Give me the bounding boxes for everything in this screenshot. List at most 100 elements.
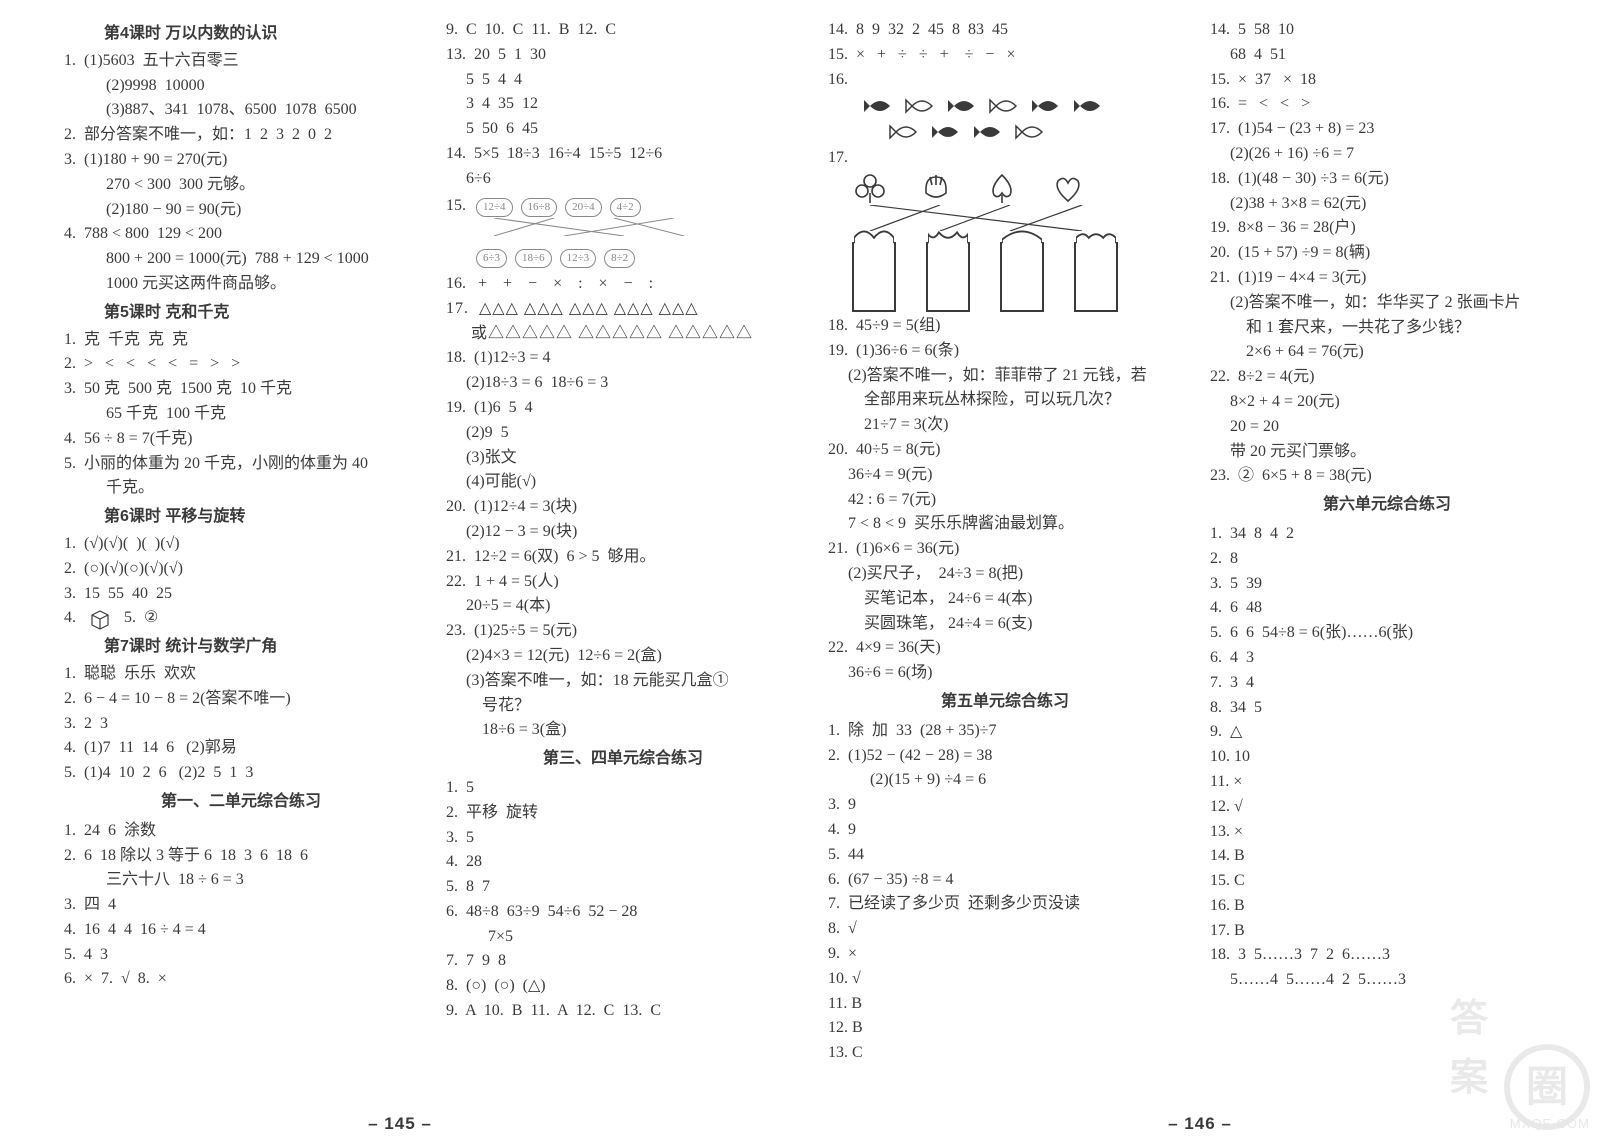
text-line: 9. A 10. B 11. A 12. C 13. C	[446, 999, 800, 1024]
text-line: 4. 16 4 4 16 ÷ 4 = 4	[64, 918, 418, 943]
text-line: 16. = < < >	[1210, 92, 1564, 117]
cutout-shape	[1000, 242, 1044, 312]
text-line: 15. × 37 × 18	[1210, 68, 1564, 93]
text-line: 3. (1)180 + 90 = 270(元)	[64, 148, 418, 173]
fish-icon	[946, 94, 980, 118]
text-line: 全部用来玩丛林探险，可以玩几次？	[828, 388, 1182, 413]
text-line: 5……4 5……4 2 5……3	[1210, 968, 1564, 993]
q15-matching-diagram: 15. 12÷4 16÷8 20÷4 4÷2 6÷3 18÷6 12÷3 8÷2	[474, 194, 800, 270]
text-line: 9. C 10. C 11. B 12. C	[446, 18, 800, 43]
text-line: 13. ×	[1210, 820, 1564, 845]
fish-icon	[862, 94, 896, 118]
col1-s5-title: 第5课时 克和千克	[104, 301, 418, 326]
text-line: 三六十八 18 ÷ 6 = 3	[64, 868, 418, 893]
text-line: 16. + + − × : × − :	[446, 272, 800, 297]
page-number-right: – 146 –	[1168, 1114, 1232, 1133]
fish-icon	[972, 120, 1006, 144]
text-line: 36÷4 = 9(元)	[828, 463, 1182, 488]
text-line: 3. 15 55 40 25	[64, 582, 418, 607]
fish-icon	[1072, 94, 1106, 118]
cutout-shape	[1074, 242, 1118, 312]
text-line: 2. 6 18 除以 3 等于 6 18 3 6 18 6	[64, 844, 418, 869]
text-line: 14. 5×5 18÷3 16÷4 15÷5 12÷6	[446, 142, 800, 167]
text-line: 4. 28	[446, 850, 800, 875]
text-line: 7. 3 4	[1210, 671, 1564, 696]
text-line: 13. C	[828, 1041, 1182, 1066]
text-line: (2)9998 10000	[64, 74, 418, 99]
text-line: 1. (1)5603 五十六百零三	[64, 49, 418, 74]
text-line: 17. B	[1210, 919, 1564, 944]
column-3: 14. 8 9 32 2 45 8 83 45 15. × + ÷ ÷ + ÷ …	[814, 18, 1196, 1134]
text-line: 5 50 6 45	[446, 117, 800, 142]
text-line: 21÷7 = 3(次)	[828, 413, 1182, 438]
text-line: 800 + 200 = 1000(元) 788 + 129 < 1000	[64, 247, 418, 272]
text-line: 4. 9	[828, 818, 1182, 843]
text-line: 2. (1)52 − (42 − 28) = 38	[828, 744, 1182, 769]
text-line: 68 4 51	[1210, 43, 1564, 68]
cube-icon	[88, 607, 112, 631]
text-line: 4. 788 < 800 129 < 200	[64, 222, 418, 247]
text-line: 6. × 7. √ 8. ×	[64, 967, 418, 992]
pill: 18÷6	[515, 249, 552, 268]
text-line: 3. 四 4	[64, 893, 418, 918]
text-line: 8. (○) (○) (△)	[446, 974, 800, 999]
text-line: 5. 6 6 54÷8 = 6(张)……6(张)	[1210, 621, 1564, 646]
text-line: 23. (1)25÷5 = 5(元)	[446, 619, 800, 644]
text-line: (2)(15 + 9) ÷4 = 6	[828, 768, 1182, 793]
text-line: 4. 6 48	[1210, 596, 1564, 621]
text-line: 1. (√)(√)( )( )(√)	[64, 532, 418, 557]
text-line: 12. √	[1210, 795, 1564, 820]
text-line: 23. ② 6×5 + 8 = 38(元)	[1210, 464, 1564, 489]
col2-s34-title: 第三、四单元综合练习	[446, 747, 800, 772]
text-line: 270 < 300 300 元够。	[64, 173, 418, 198]
text-line: 21. (1)6×6 = 36(元)	[828, 537, 1182, 562]
text-line: 6. 48÷8 63÷9 54÷6 52 − 28	[446, 900, 800, 925]
text-line: 1000 元买这两件商品够。	[64, 272, 418, 297]
text-line: 2. 6 − 4 = 10 − 8 = 2(答案不唯一)	[64, 687, 418, 712]
fish-icon	[888, 120, 922, 144]
text-line: 3. 9	[828, 793, 1182, 818]
text-line: 5 5 4 4	[446, 68, 800, 93]
text-line: 5. 小丽的体重为 20 千克，小刚的体重为 40	[64, 452, 418, 477]
text-line: 19. (1)6 5 4	[446, 396, 800, 421]
text-line: 17. (1)54 − (23 + 8) = 23	[1210, 117, 1564, 142]
text-line: 2. 8	[1210, 547, 1564, 572]
text-line: (2)18÷3 = 6 18÷6 = 3	[446, 371, 800, 396]
fish-icon	[988, 94, 1022, 118]
page-number-row: – 145 – – 146 –	[0, 1111, 1600, 1138]
text-line: 10. √	[828, 967, 1182, 992]
text-line: 9. ×	[828, 942, 1182, 967]
cutout-shape	[852, 242, 896, 312]
text-line: 1. 34 8 4 2	[1210, 522, 1564, 547]
spade-icon	[984, 173, 1020, 203]
text-line: 15. C	[1210, 869, 1564, 894]
text-line: 42 : 6 = 7(元)	[828, 488, 1182, 513]
col1-s7-title: 第7课时 统计与数学广角	[104, 635, 418, 660]
text-line: 19. 8×8 − 36 = 28(户)	[1210, 216, 1564, 241]
text-line: (2)4×3 = 12(元) 12÷6 = 2(盒)	[446, 644, 800, 669]
fish-icon	[1014, 120, 1048, 144]
page-number-left: – 145 –	[368, 1114, 432, 1133]
text-line: 22. 1 + 4 = 5(人)	[446, 570, 800, 595]
pill: 12÷3	[560, 249, 597, 268]
text-line: 20 = 20	[1210, 415, 1564, 440]
text-line: (2)12 − 3 = 9(块)	[446, 520, 800, 545]
text-line: 4. (1)7 11 14 6 (2)郭易	[64, 736, 418, 761]
text-line: 14. 5 58 10	[1210, 18, 1564, 43]
text-line: 3. 5	[446, 826, 800, 851]
text-line: 2. > < < < < = > >	[64, 352, 418, 377]
text-line: 或△△△△△ △△△△△ △△△△△	[446, 322, 800, 347]
text-line: (2)答案不唯一，如：华华买了 2 张画卡片	[1210, 291, 1564, 316]
text-line: 11. B	[828, 992, 1182, 1017]
fish-row-1	[862, 94, 1182, 118]
text-line: 2. (○)(√)(○)(√)(√)	[64, 557, 418, 582]
text-line: 8. 34 5	[1210, 696, 1564, 721]
text-line: 20÷5 = 4(本)	[446, 594, 800, 619]
text-line: 19. (1)36÷6 = 6(条)	[828, 339, 1182, 364]
text-line: 16. B	[1210, 894, 1564, 919]
text-line: 6. (67 − 35) ÷8 = 4	[828, 868, 1182, 893]
column-4: 14. 5 58 10 68 4 51 15. × 37 × 18 16. = …	[1196, 18, 1578, 1134]
text-line: 20. (1)12÷4 = 3(块)	[446, 495, 800, 520]
text-line: 5. 4 3	[64, 943, 418, 968]
heart-icon	[1050, 173, 1086, 203]
